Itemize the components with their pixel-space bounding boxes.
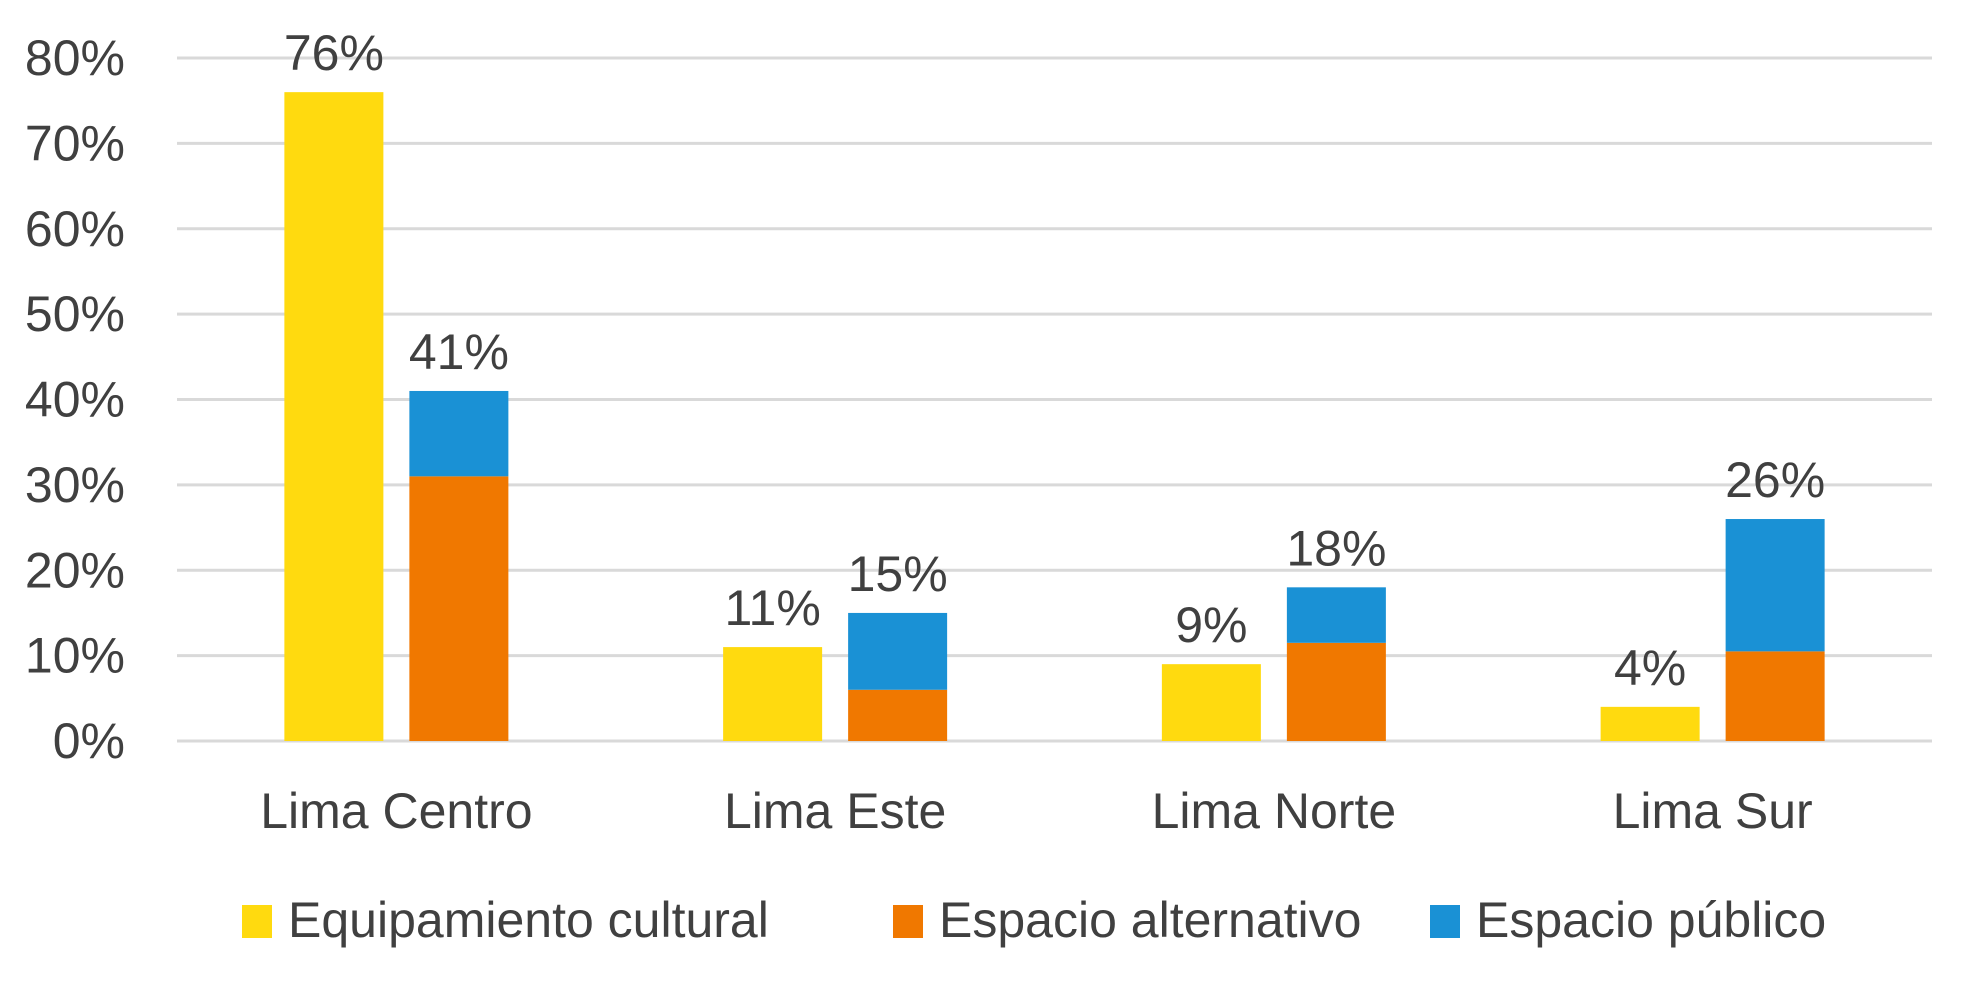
y-tick-label: 60% bbox=[25, 201, 125, 257]
y-tick-label: 0% bbox=[53, 713, 125, 769]
y-tick-label: 20% bbox=[25, 542, 125, 598]
data-label: 4% bbox=[1614, 640, 1686, 696]
x-tick-label: Lima Norte bbox=[1152, 783, 1397, 839]
legend-swatch bbox=[893, 905, 923, 938]
bar-equipamiento-cultural bbox=[723, 647, 823, 741]
bar-espacio-p-blico bbox=[409, 390, 509, 477]
bar-espacio-alternativo bbox=[848, 689, 948, 741]
data-label: 76% bbox=[284, 25, 384, 81]
bar-equipamiento-cultural bbox=[1161, 664, 1261, 741]
legend-swatch bbox=[1430, 905, 1460, 938]
bar-espacio-p-blico bbox=[848, 612, 948, 690]
x-tick-label: Lima Sur bbox=[1613, 783, 1813, 839]
legend-label: Equipamiento cultural bbox=[288, 892, 769, 948]
y-tick-label: 50% bbox=[25, 286, 125, 342]
y-tick-label: 40% bbox=[25, 372, 125, 428]
bar-espacio-alternativo bbox=[1725, 651, 1825, 741]
bar-espacio-p-blico bbox=[1286, 587, 1386, 643]
data-label: 41% bbox=[409, 324, 509, 380]
y-tick-label: 10% bbox=[25, 628, 125, 684]
data-label: 11% bbox=[724, 580, 820, 636]
legend-swatch bbox=[242, 905, 272, 938]
data-label: 18% bbox=[1286, 520, 1386, 576]
bar-espacio-alternativo bbox=[409, 476, 509, 741]
y-tick-label: 70% bbox=[25, 115, 125, 171]
x-tick-label: Lima Centro bbox=[260, 783, 532, 839]
legend-label: Espacio alternativo bbox=[939, 892, 1361, 948]
data-label: 15% bbox=[848, 546, 948, 602]
y-tick-label: 30% bbox=[25, 457, 125, 513]
legend-label: Espacio público bbox=[1476, 892, 1826, 948]
x-tick-label: Lima Este bbox=[724, 783, 946, 839]
bar-equipamiento-cultural bbox=[1600, 706, 1700, 741]
bar-equipamiento-cultural bbox=[284, 92, 384, 741]
y-tick-label: 80% bbox=[25, 30, 125, 86]
bar-espacio-alternativo bbox=[1286, 642, 1386, 741]
data-label: 9% bbox=[1175, 597, 1247, 653]
data-label: 26% bbox=[1725, 452, 1825, 508]
bar-espacio-p-blico bbox=[1725, 519, 1825, 652]
